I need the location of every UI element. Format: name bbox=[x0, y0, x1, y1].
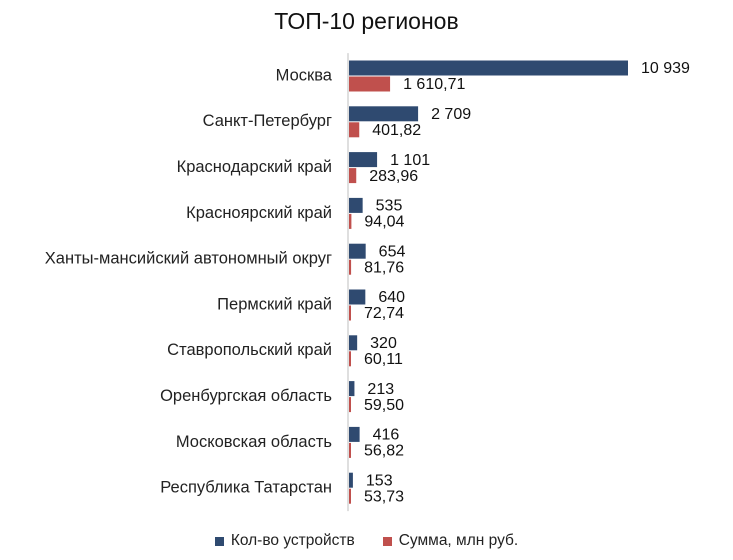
category-label: Оренбургская область bbox=[160, 387, 332, 405]
bar-amount bbox=[349, 122, 360, 138]
bar-devices bbox=[349, 426, 360, 442]
bar-amount bbox=[349, 351, 351, 367]
bar-amount bbox=[349, 305, 351, 321]
category-label: Ханты-мансийский автономный округ bbox=[45, 250, 332, 268]
data-label-amount: 59,50 bbox=[364, 397, 404, 414]
data-label-devices: 535 bbox=[376, 198, 403, 215]
bar-amount bbox=[349, 213, 352, 229]
data-label-amount: 72,74 bbox=[364, 305, 404, 322]
bar-devices bbox=[349, 243, 366, 259]
chart-title: ТОП-10 регионов bbox=[274, 8, 459, 34]
legend-swatch-devices bbox=[214, 536, 224, 546]
category-label: Московская область bbox=[176, 433, 332, 451]
legend-swatch-amount bbox=[382, 536, 392, 546]
data-label-devices: 2 709 bbox=[431, 106, 471, 123]
bar-devices bbox=[349, 472, 353, 488]
data-label-devices: 416 bbox=[373, 427, 400, 444]
bar-amount bbox=[349, 76, 391, 92]
data-label-devices: 10 939 bbox=[641, 60, 690, 77]
data-label-devices: 213 bbox=[367, 381, 394, 398]
category-label: Республика Татарстан bbox=[160, 479, 332, 497]
category-label: Пермский край bbox=[217, 295, 332, 313]
legend-label-devices: Кол-во устройств bbox=[230, 532, 355, 549]
data-label-devices: 1 101 bbox=[390, 152, 430, 169]
bar-amount bbox=[349, 442, 351, 458]
bar-devices bbox=[349, 381, 355, 397]
category-label: Красноярский край bbox=[186, 204, 332, 222]
bar-amount bbox=[349, 488, 351, 504]
legend: Кол-во устройств Сумма, млн руб. bbox=[0, 532, 733, 550]
data-label-devices: 320 bbox=[370, 335, 397, 352]
data-label-amount: 401,82 bbox=[372, 122, 421, 139]
legend-label-amount: Сумма, млн руб. bbox=[398, 532, 519, 549]
legend-item-amount: Сумма, млн руб. bbox=[382, 532, 519, 550]
category-label: Москва bbox=[276, 66, 333, 84]
data-label-amount: 56,82 bbox=[364, 443, 404, 460]
data-label-amount: 283,96 bbox=[369, 168, 418, 185]
bar-devices bbox=[349, 106, 419, 122]
bar-amount bbox=[349, 397, 351, 413]
bar-devices bbox=[349, 289, 366, 305]
category-label: Санкт-Петербург bbox=[203, 112, 332, 130]
data-label-amount: 53,73 bbox=[364, 488, 404, 505]
data-label-devices: 153 bbox=[366, 472, 393, 489]
legend-item-devices: Кол-во устройств bbox=[214, 532, 355, 550]
category-label: Ставропольский край bbox=[167, 341, 332, 359]
bar-amount bbox=[349, 168, 357, 184]
data-label-amount: 1 610,71 bbox=[403, 76, 465, 93]
data-label-amount: 81,76 bbox=[364, 259, 404, 276]
data-label-amount: 60,11 bbox=[364, 351, 403, 368]
data-label-devices: 640 bbox=[378, 289, 405, 306]
bar-devices bbox=[349, 197, 363, 213]
bar-amount bbox=[349, 259, 352, 275]
bar-devices bbox=[349, 335, 358, 351]
category-label: Краснодарский край bbox=[177, 158, 332, 176]
data-label-amount: 94,04 bbox=[364, 214, 404, 231]
bar-devices bbox=[349, 152, 378, 168]
data-label-devices: 654 bbox=[379, 243, 406, 260]
bar-devices bbox=[349, 60, 628, 76]
